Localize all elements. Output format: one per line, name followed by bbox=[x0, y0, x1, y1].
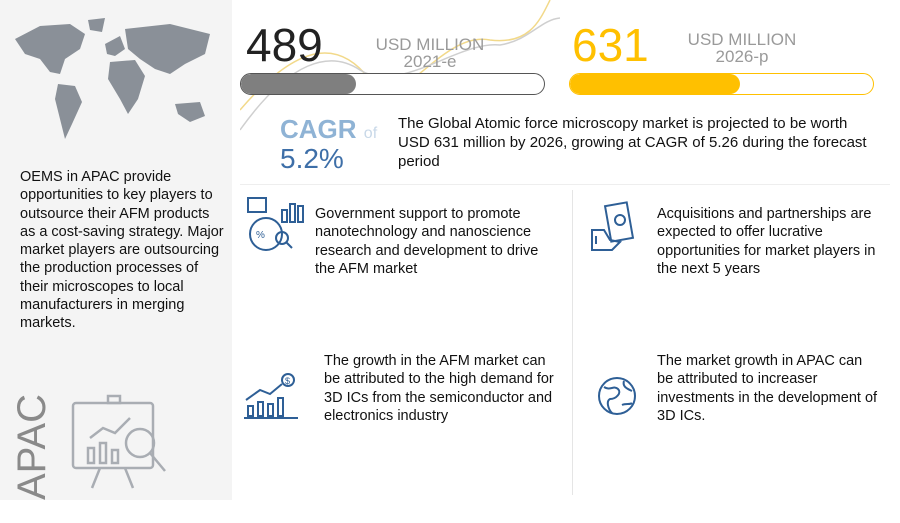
value-2026: 631 bbox=[572, 19, 649, 71]
left-panel: OEMS in APAC provide opportunities to ke… bbox=[0, 0, 232, 500]
unit-2026: USD MILLION 2026-p bbox=[687, 30, 797, 66]
policy-chart-icon: % bbox=[247, 197, 304, 251]
card-government-support: Government support to promote nanotechno… bbox=[315, 206, 539, 277]
divider bbox=[572, 190, 573, 495]
money-handshake-icon bbox=[591, 201, 635, 251]
presentation-analytics-icon bbox=[71, 394, 166, 489]
region-label: APAC bbox=[10, 394, 54, 500]
world-map-icon bbox=[15, 18, 210, 139]
progress-bar-2021 bbox=[240, 73, 545, 95]
card-apac-growth: The market growth in APAC can be attribu… bbox=[657, 353, 878, 424]
cagr-block: CAGR of 5.2% bbox=[280, 114, 378, 174]
market-summary: The Global Atomic force microscopy marke… bbox=[398, 115, 867, 170]
card-3d-ic-demand: The growth in the AFM market can be attr… bbox=[324, 353, 554, 424]
growth-bar-chart-icon: $ bbox=[244, 373, 298, 419]
unit-2021: USD MILLION 2021-e bbox=[375, 35, 485, 71]
card-acquisitions: Acquisitions and partnerships are expect… bbox=[657, 206, 876, 277]
left-panel-text: OEMS in APAC provide opportunities to ke… bbox=[20, 169, 224, 332]
svg-text:%: % bbox=[256, 230, 265, 241]
cagr-value: 5.2% bbox=[280, 143, 344, 174]
divider bbox=[240, 184, 890, 185]
progress-bar-2026 bbox=[569, 73, 874, 95]
value-2021: 489 bbox=[246, 19, 323, 71]
svg-text:$: $ bbox=[285, 376, 290, 386]
globe-icon bbox=[598, 377, 636, 415]
